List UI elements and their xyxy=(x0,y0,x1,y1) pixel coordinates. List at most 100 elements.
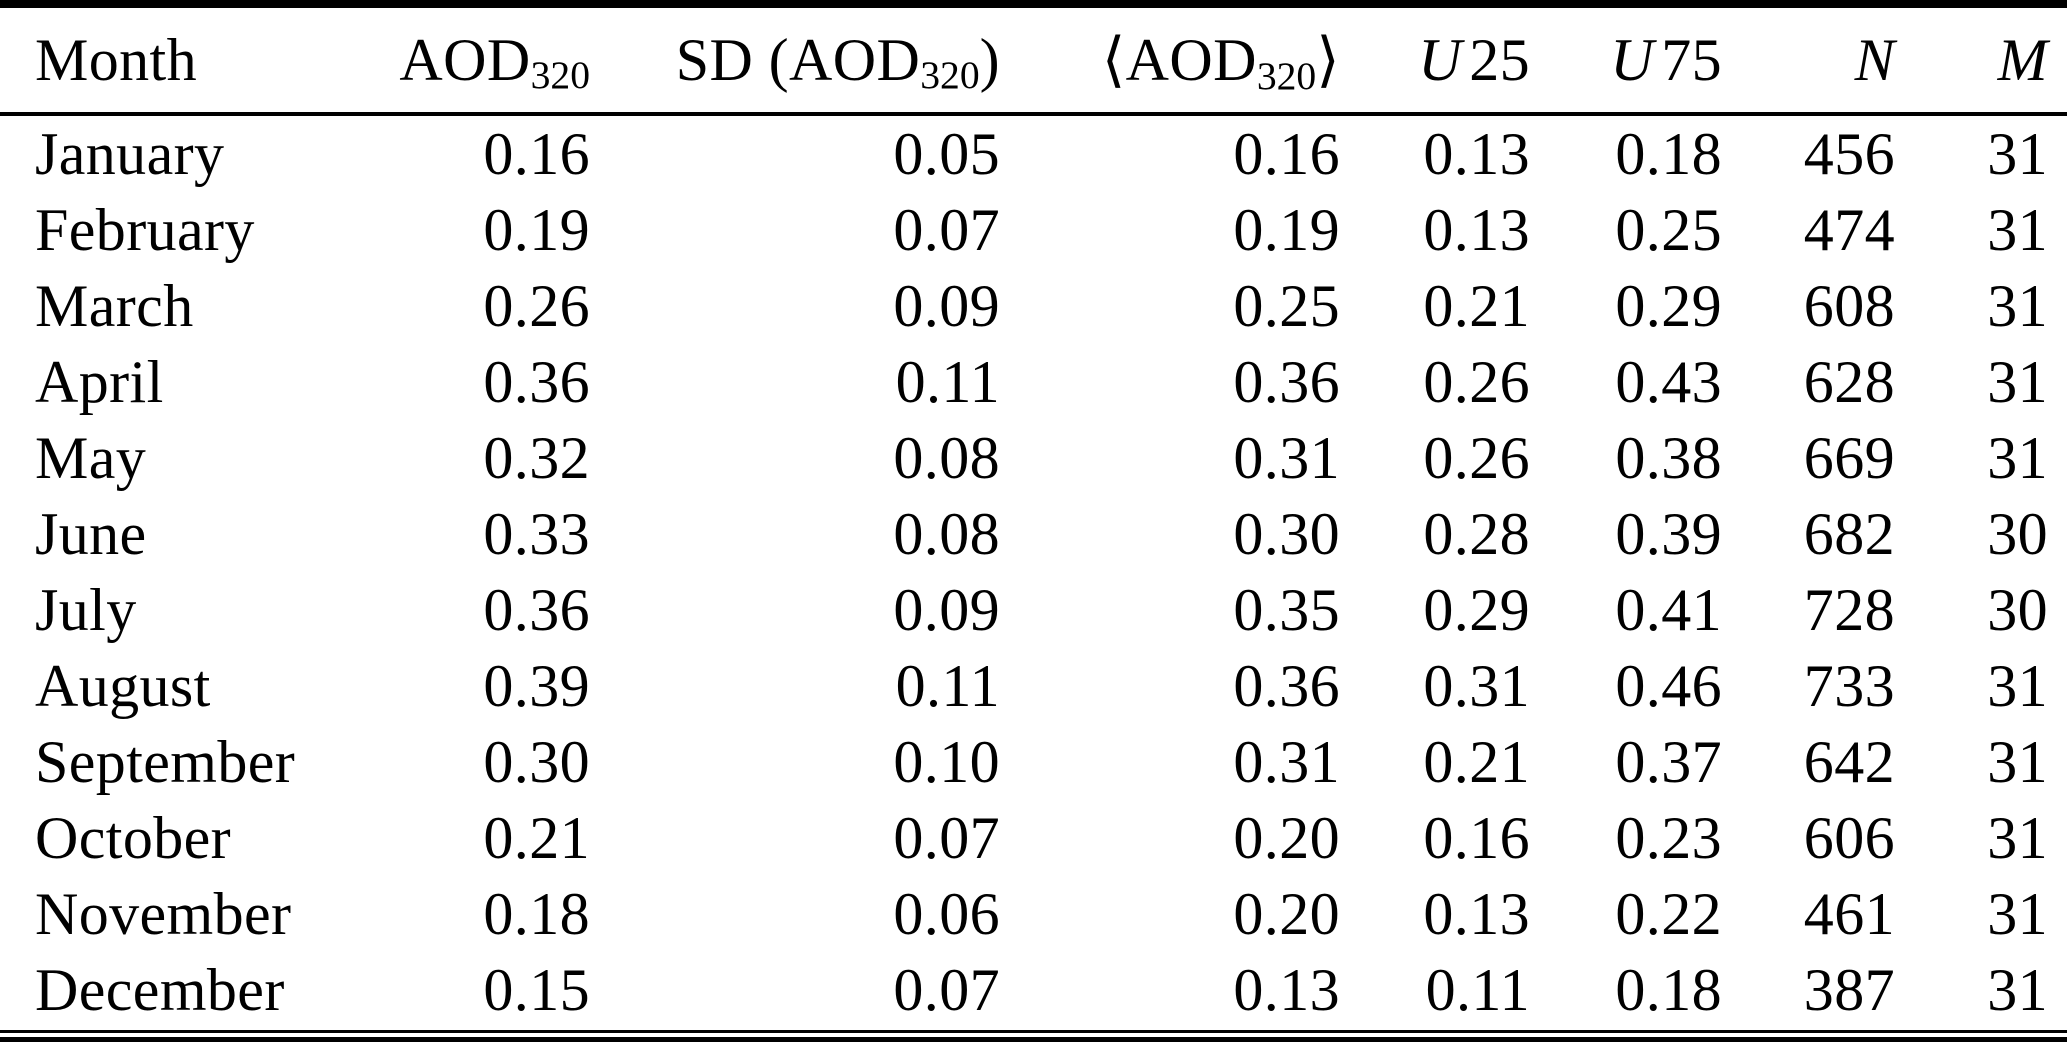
cell-u75: 0.37 xyxy=(1615,728,1722,795)
table-row: September 0.30 0.10 0.31 0.21 0.37 642 3… xyxy=(0,724,2067,800)
cell-u25: 0.13 xyxy=(1423,120,1530,187)
cell-m: 30 xyxy=(1987,500,2048,567)
cell-month: May xyxy=(35,424,147,491)
cell-u25: 0.13 xyxy=(1423,196,1530,263)
header-mean-aod320-suffix: ⟩ xyxy=(1316,27,1340,93)
cell-aod320: 0.26 xyxy=(483,272,590,339)
cell-aod320: 0.30 xyxy=(483,728,590,795)
cell-u25: 0.26 xyxy=(1423,424,1530,491)
cell-u25: 0.21 xyxy=(1423,272,1530,339)
cell-u25: 0.29 xyxy=(1423,576,1530,643)
cell-month: March xyxy=(35,272,194,339)
cell-m: 31 xyxy=(1987,956,2048,1023)
cell-m: 31 xyxy=(1987,652,2048,719)
cell-n: 387 xyxy=(1803,956,1895,1023)
cell-n: 608 xyxy=(1803,272,1895,339)
header-m-variable: M xyxy=(1997,26,2048,93)
table-row: March 0.26 0.09 0.25 0.21 0.29 608 31 xyxy=(0,268,2067,344)
cell-mean-aod320: 0.31 xyxy=(1233,424,1340,491)
header-n: N xyxy=(1722,8,1895,116)
header-aod320-base: AOD xyxy=(399,26,531,93)
cell-n: 669 xyxy=(1803,424,1895,491)
cell-n: 642 xyxy=(1803,728,1895,795)
cell-mean-aod320: 0.31 xyxy=(1233,728,1340,795)
cell-u75: 0.39 xyxy=(1615,500,1722,567)
table-top-rule xyxy=(0,0,2067,8)
cell-u75: 0.46 xyxy=(1615,652,1722,719)
cell-mean-aod320: 0.30 xyxy=(1233,500,1340,567)
cell-mean-aod320: 0.36 xyxy=(1233,652,1340,719)
cell-mean-aod320: 0.19 xyxy=(1233,196,1340,263)
cell-n: 733 xyxy=(1803,652,1895,719)
cell-m: 31 xyxy=(1987,728,2048,795)
cell-month: October xyxy=(35,804,232,871)
cell-n: 682 xyxy=(1803,500,1895,567)
cell-sd-aod320: 0.09 xyxy=(893,272,1000,339)
cell-aod320: 0.32 xyxy=(483,424,590,491)
cell-u75: 0.23 xyxy=(1615,804,1722,871)
cell-mean-aod320: 0.16 xyxy=(1233,120,1340,187)
table-row: February 0.19 0.07 0.19 0.13 0.25 474 31 xyxy=(0,192,2067,268)
table-bottom-thick-rule xyxy=(0,1037,2067,1042)
cell-u25: 0.26 xyxy=(1423,348,1530,415)
cell-u75: 0.22 xyxy=(1615,880,1722,947)
header-mean-aod320: ⟨AOD320⟩ xyxy=(1000,8,1340,116)
cell-aod320: 0.39 xyxy=(483,652,590,719)
table-row: May 0.32 0.08 0.31 0.26 0.38 669 31 xyxy=(0,420,2067,496)
cell-sd-aod320: 0.07 xyxy=(893,956,1000,1023)
header-m: M xyxy=(1895,8,2067,116)
cell-sd-aod320: 0.11 xyxy=(895,348,1000,415)
cell-u75: 0.18 xyxy=(1615,956,1722,1023)
cell-u25: 0.16 xyxy=(1423,804,1530,871)
cell-aod320: 0.33 xyxy=(483,500,590,567)
cell-sd-aod320: 0.11 xyxy=(895,652,1000,719)
header-n-variable: N xyxy=(1854,26,1895,93)
cell-month: November xyxy=(35,880,292,947)
cell-u25: 0.13 xyxy=(1423,880,1530,947)
cell-mean-aod320: 0.20 xyxy=(1233,880,1340,947)
cell-sd-aod320: 0.09 xyxy=(893,576,1000,643)
cell-sd-aod320: 0.06 xyxy=(893,880,1000,947)
header-mean-aod320-subscript: 320 xyxy=(1256,53,1317,98)
header-month: Month xyxy=(0,8,360,116)
cell-sd-aod320: 0.07 xyxy=(893,196,1000,263)
cell-m: 31 xyxy=(1987,804,2048,871)
header-aod320-subscript: 320 xyxy=(530,53,590,98)
cell-mean-aod320: 0.13 xyxy=(1233,956,1340,1023)
cell-u25: 0.11 xyxy=(1425,956,1530,1023)
cell-u75: 0.29 xyxy=(1615,272,1722,339)
cell-aod320: 0.36 xyxy=(483,576,590,643)
cell-mean-aod320: 0.35 xyxy=(1233,576,1340,643)
cell-month: June xyxy=(35,500,147,567)
table-body: January 0.16 0.05 0.16 0.13 0.18 456 31 … xyxy=(0,114,2067,1028)
cell-sd-aod320: 0.05 xyxy=(893,120,1000,187)
table-row: April 0.36 0.11 0.36 0.26 0.43 628 31 xyxy=(0,344,2067,420)
cell-aod320: 0.18 xyxy=(483,880,590,947)
cell-n: 456 xyxy=(1803,120,1895,187)
cell-u75: 0.38 xyxy=(1615,424,1722,491)
cell-month: September xyxy=(35,728,296,795)
header-u75-number: 75 xyxy=(1661,26,1722,93)
cell-m: 30 xyxy=(1987,576,2048,643)
header-sd-aod320-suffix: ) xyxy=(979,26,1000,93)
header-sd-aod320-subscript: 320 xyxy=(920,53,980,98)
table-row: December 0.15 0.07 0.13 0.11 0.18 387 31 xyxy=(0,952,2067,1028)
cell-aod320: 0.15 xyxy=(483,956,590,1023)
table-row: November 0.18 0.06 0.20 0.13 0.22 461 31 xyxy=(0,876,2067,952)
cell-month: January xyxy=(35,120,225,187)
cell-u75: 0.41 xyxy=(1615,576,1722,643)
cell-n: 461 xyxy=(1803,880,1895,947)
cell-u25: 0.28 xyxy=(1423,500,1530,567)
table-row: June 0.33 0.08 0.30 0.28 0.39 682 30 xyxy=(0,496,2067,572)
cell-sd-aod320: 0.07 xyxy=(893,804,1000,871)
header-aod320: AOD320 xyxy=(360,8,590,116)
cell-month: July xyxy=(35,576,137,643)
cell-n: 474 xyxy=(1803,196,1895,263)
header-u75-variable: U xyxy=(1610,26,1654,93)
table-bottom-thin-rule xyxy=(0,1030,2067,1033)
cell-m: 31 xyxy=(1987,424,2048,491)
header-u25-variable: U xyxy=(1418,26,1462,93)
cell-n: 606 xyxy=(1803,804,1895,871)
